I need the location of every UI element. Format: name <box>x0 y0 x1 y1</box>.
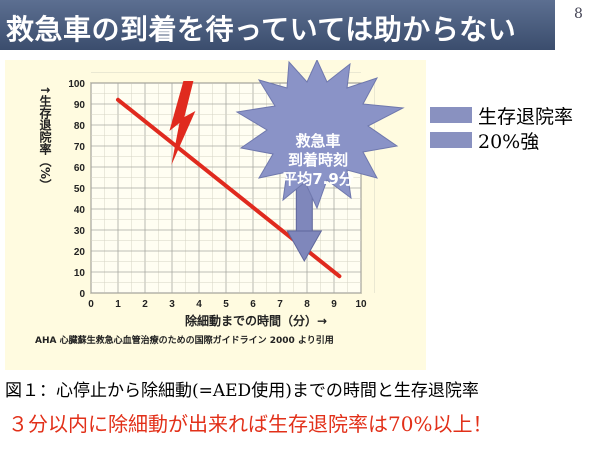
callout-text: 救急車 到着時刻 平均7.9分 <box>273 132 363 189</box>
callout-line3: 平均7.9分 <box>282 170 354 188</box>
x-tick-label: 9 <box>331 299 337 310</box>
x-tick-label: 4 <box>196 299 202 310</box>
x-tick-label: 1 <box>115 299 121 310</box>
y-tick-label: 60 <box>74 163 86 174</box>
y-tick-label: 20 <box>74 247 86 258</box>
legend-row-1: 生存退院率 <box>430 106 573 128</box>
y-tick-label: 10 <box>74 268 86 279</box>
title-bar: 救急車の到着を待っていては助からない <box>0 0 555 50</box>
conclusion-text: ３分以内に除細動が出来れば生存退院率は70%以上！ <box>8 412 493 436</box>
x-tick-label: 3 <box>169 299 175 310</box>
x-tick-label: 8 <box>304 299 310 310</box>
legend-swatch-2 <box>430 132 472 148</box>
lightning-icon <box>169 81 196 165</box>
callout-star-shape <box>235 60 405 210</box>
x-tick-label: 2 <box>142 299 148 310</box>
y-tick-label: 30 <box>74 226 86 237</box>
x-tick-label: 5 <box>223 299 229 310</box>
legend-line1: 生存退院率 <box>478 105 574 128</box>
x-tick-label: 7 <box>277 299 283 310</box>
x-tick-label: 10 <box>355 299 367 310</box>
y-tick-label: 80 <box>74 121 86 132</box>
x-tick-label: 0 <box>88 299 94 310</box>
callout-line2: 到着時刻 <box>287 151 348 169</box>
figure-caption: 図１：心停止から除細動(=AED使用)までの時間と生存退院率 <box>5 381 479 401</box>
page-number: 8 <box>574 6 583 22</box>
x-tick-label: 6 <box>250 299 256 310</box>
y-tick-label: 0 <box>79 289 85 300</box>
x-axis-label: 除細動までの時間（分）→ <box>185 313 327 328</box>
y-tick-label: 40 <box>74 205 86 216</box>
slide-title: 救急車の到着を待っていては助からない <box>6 13 517 46</box>
chart-figure: 0 1 2 3 4 5 6 7 8 9 10 0 10 20 30 40 50 60 70 80 90 100 ↑生存退院率… <box>5 60 426 370</box>
y-tick-label: 50 <box>74 184 86 195</box>
legend-row-2: 20%強 <box>430 131 539 153</box>
chart-source: AHA 心臓蘇生救急心血管治療のための国際ガイドライン 2000 より引用 <box>35 334 334 346</box>
y-tick-label: 100 <box>68 79 85 90</box>
y-tick-label: 90 <box>74 100 86 111</box>
callout-line1: 救急車 <box>295 132 341 150</box>
legend-line2: 20%強 <box>478 130 540 153</box>
y-axis-label: ↑生存退院率（%） <box>38 85 52 191</box>
legend-swatch-1 <box>430 107 472 123</box>
y-tick-label: 70 <box>74 142 86 153</box>
down-arrow-head <box>286 230 323 263</box>
callout-burst <box>235 60 405 210</box>
